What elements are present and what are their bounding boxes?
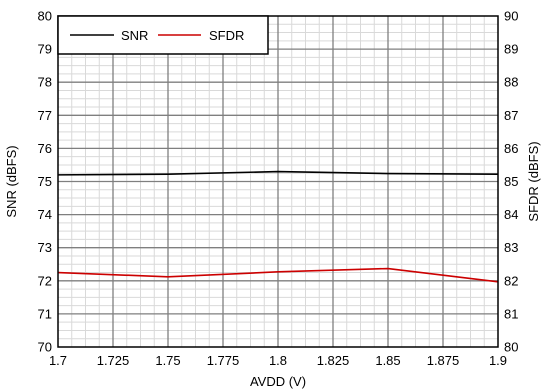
y-left-axis-ticks: 70 71 72 73 74 75 76 77 78 79 80 (38, 9, 52, 355)
y-right-axis-ticks: 80 81 82 83 84 85 86 87 88 89 90 (504, 9, 518, 355)
x-tick-label: 1.7 (49, 353, 67, 368)
legend-label-snr: SNR (121, 28, 148, 43)
y-right-tick-label: 86 (504, 141, 518, 156)
y-left-tick-label: 72 (38, 273, 52, 288)
y-left-tick-label: 70 (38, 340, 52, 355)
y-left-axis-title: SNR (dBFS) (4, 145, 19, 217)
y-right-tick-label: 84 (504, 207, 518, 222)
y-left-tick-label: 77 (38, 108, 52, 123)
y-right-tick-label: 87 (504, 108, 518, 123)
x-tick-label: 1.725 (97, 353, 130, 368)
y-left-tick-label: 78 (38, 75, 52, 90)
y-right-axis-title: SFDR (dBFS) (526, 141, 541, 221)
y-left-tick-label: 73 (38, 240, 52, 255)
y-right-tick-label: 90 (504, 9, 518, 24)
x-tick-label: 1.9 (489, 353, 507, 368)
y-left-tick-label: 75 (38, 174, 52, 189)
y-left-tick-label: 74 (38, 207, 52, 222)
y-left-tick-label: 71 (38, 306, 52, 321)
y-right-tick-label: 83 (504, 240, 518, 255)
series-line-snr (57, 170, 499, 176)
x-tick-label: 1.75 (155, 353, 180, 368)
x-axis-ticks: 1.7 1.725 1.75 1.775 1.8 1.825 1.85 1.875 1.9 (49, 353, 507, 368)
x-tick-label: 1.775 (207, 353, 240, 368)
x-tick-label: 1.85 (375, 353, 400, 368)
y-right-tick-label: 89 (504, 42, 518, 57)
x-tick-label: 1.8 (269, 353, 287, 368)
x-axis-title: AVDD (V) (250, 374, 306, 389)
y-left-tick-label: 76 (38, 141, 52, 156)
y-left-tick-label: 79 (38, 42, 52, 57)
grid (58, 16, 498, 347)
y-right-tick-label: 82 (504, 273, 518, 288)
legend: SNR SFDR (57, 15, 269, 55)
y-left-tick-label: 80 (38, 9, 52, 24)
y-right-tick-label: 88 (504, 75, 518, 90)
legend-label-sfdr: SFDR (209, 28, 244, 43)
x-tick-label: 1.825 (317, 353, 350, 368)
plot-frame (57, 15, 499, 348)
series-line-sfdr (57, 267, 499, 283)
series-layer (57, 170, 499, 283)
x-tick-label: 1.875 (427, 353, 460, 368)
y-right-tick-label: 80 (504, 340, 518, 355)
y-right-tick-label: 81 (504, 306, 518, 321)
y-right-tick-label: 85 (504, 174, 518, 189)
